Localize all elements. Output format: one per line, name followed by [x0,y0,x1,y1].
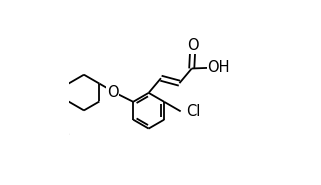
Text: O: O [187,38,198,53]
Text: Cl: Cl [186,104,200,119]
Text: OH: OH [207,60,230,75]
Text: O: O [107,85,118,100]
